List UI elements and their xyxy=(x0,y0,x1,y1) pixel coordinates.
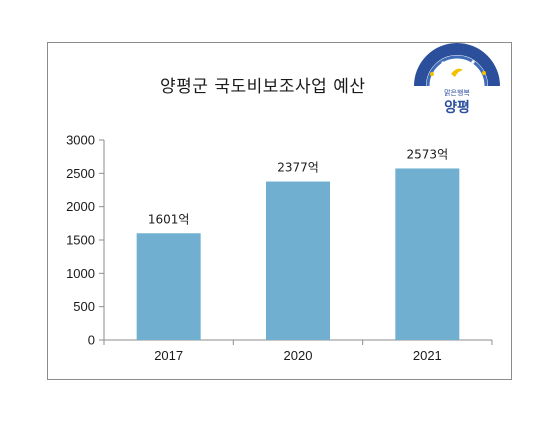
y-tick-label: 1000 xyxy=(66,266,95,281)
y-tick-label: 2500 xyxy=(66,166,95,181)
x-tick-label: 2021 xyxy=(413,348,442,363)
logo-small-text: 맑은행복 xyxy=(444,88,470,97)
logo-bird-icon xyxy=(451,68,463,77)
bar-2021 xyxy=(395,168,460,340)
x-tick-label: 2020 xyxy=(284,348,313,363)
y-axis: 0 500 1000 1500 2000 2500 3000 xyxy=(66,133,105,348)
yangpyeong-logo: 맑은행복 양평 xyxy=(414,43,500,116)
logo-star-icon xyxy=(471,60,475,64)
bar-2020 xyxy=(266,181,330,340)
chart-title: 양평군 국도비보조사업 예산 xyxy=(160,77,366,97)
y-tick-label: 2000 xyxy=(66,199,95,214)
bar-2017 xyxy=(136,233,201,340)
y-tick-label: 1500 xyxy=(66,233,95,248)
logo-star-icon xyxy=(430,72,434,76)
data-labels: 1601억 2377억 2573억 xyxy=(148,147,448,226)
y-tick-label: 0 xyxy=(88,333,95,348)
logo-large-text: 양평 xyxy=(444,99,470,116)
data-label: 1601억 xyxy=(148,212,190,226)
data-label: 2573억 xyxy=(407,147,449,161)
y-tick-label: 500 xyxy=(73,299,95,314)
x-axis: 2017 2020 2021 xyxy=(103,339,493,363)
logo-arc-icon xyxy=(414,43,500,87)
logo-star-icon xyxy=(482,71,486,75)
y-tick-label: 3000 xyxy=(66,133,95,148)
x-tick-label: 2017 xyxy=(154,348,183,363)
bars xyxy=(136,168,460,340)
logo-star-icon xyxy=(441,61,445,65)
data-label: 2377억 xyxy=(277,161,319,175)
